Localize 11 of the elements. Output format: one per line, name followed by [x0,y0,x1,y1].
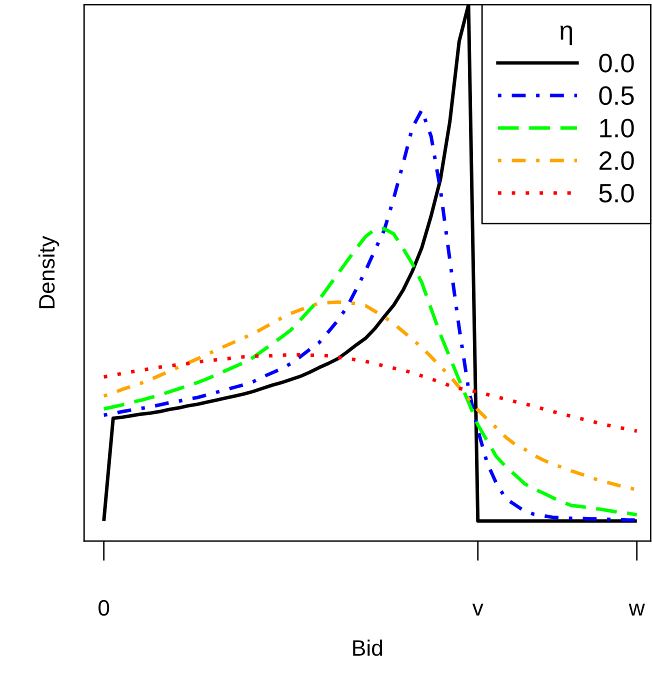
x-tick-label: v [472,604,484,616]
legend-label: 2.0 [600,151,634,170]
x-axis-title: Bid [353,640,382,656]
legend-label: 0.0 [599,54,634,72]
x-tick-label: w [628,604,645,616]
legend-label: 1.0 [600,118,634,138]
legend-label: 5.0 [599,184,634,203]
x-tick-label: 0 [98,600,110,616]
y-axis-title: Density [38,236,60,308]
legend-label: 0.5 [599,86,634,105]
legend-title: η [560,25,572,46]
